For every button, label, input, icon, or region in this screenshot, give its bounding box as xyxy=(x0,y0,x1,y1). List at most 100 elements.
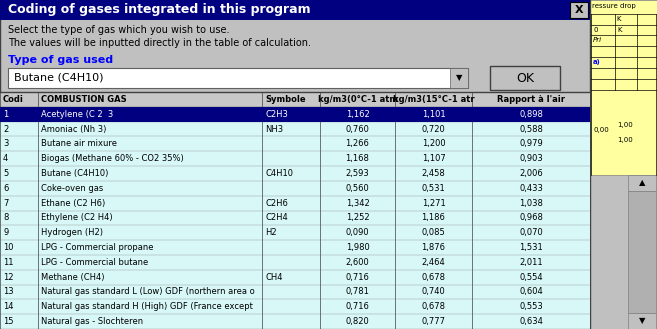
Bar xyxy=(628,175,656,191)
Text: 1: 1 xyxy=(3,110,9,119)
Text: 3: 3 xyxy=(3,139,9,148)
Bar xyxy=(0,0,590,20)
Text: 1,252: 1,252 xyxy=(346,214,369,222)
Text: Butane (C4H10): Butane (C4H10) xyxy=(41,169,108,178)
Text: Ethylene (C2 H4): Ethylene (C2 H4) xyxy=(41,214,112,222)
Text: 1,186: 1,186 xyxy=(422,214,445,222)
Text: C2H4: C2H4 xyxy=(265,214,288,222)
Text: 1,00: 1,00 xyxy=(617,137,633,143)
Text: Natural gas standard H (High) GDF (France except: Natural gas standard H (High) GDF (Franc… xyxy=(41,302,253,311)
Text: 5: 5 xyxy=(3,169,9,178)
Text: COMBUSTION GAS: COMBUSTION GAS xyxy=(41,95,127,104)
Text: Natural gas - Slochteren: Natural gas - Slochteren xyxy=(41,317,143,326)
Text: ▼: ▼ xyxy=(456,73,463,83)
Text: C2H6: C2H6 xyxy=(265,199,288,208)
Text: Pri: Pri xyxy=(593,37,602,43)
Text: Codi: Codi xyxy=(3,95,24,104)
Text: 0,090: 0,090 xyxy=(346,228,369,237)
Text: Methane (CH4): Methane (CH4) xyxy=(41,273,104,282)
Text: 0,716: 0,716 xyxy=(346,302,369,311)
Text: 14: 14 xyxy=(3,302,14,311)
Bar xyxy=(570,2,588,18)
Text: 4: 4 xyxy=(3,154,9,163)
Text: Natural gas standard L (Low) GDF (northern area o: Natural gas standard L (Low) GDF (northe… xyxy=(41,288,255,296)
Text: 1,531: 1,531 xyxy=(519,243,543,252)
Text: Butane air mixure: Butane air mixure xyxy=(41,139,117,148)
Text: Butane (C4H10): Butane (C4H10) xyxy=(14,73,104,83)
Text: 0,433: 0,433 xyxy=(519,184,543,193)
Bar xyxy=(450,68,468,88)
Text: LPG - Commercial butane: LPG - Commercial butane xyxy=(41,258,148,267)
Text: 1,107: 1,107 xyxy=(422,154,445,163)
Text: 2,593: 2,593 xyxy=(346,169,369,178)
Text: 2,464: 2,464 xyxy=(422,258,445,267)
Text: NH3: NH3 xyxy=(265,125,283,134)
Text: 10: 10 xyxy=(3,243,14,252)
Text: a): a) xyxy=(593,59,600,65)
Text: Symbole: Symbole xyxy=(265,95,306,104)
Bar xyxy=(0,92,590,329)
Text: 1,980: 1,980 xyxy=(346,243,369,252)
Bar xyxy=(590,0,657,329)
Text: ressure drop: ressure drop xyxy=(592,3,636,9)
Text: Biogas (Methane 60% - CO2 35%): Biogas (Methane 60% - CO2 35%) xyxy=(41,154,184,163)
Text: 0,979: 0,979 xyxy=(519,139,543,148)
Text: 0,720: 0,720 xyxy=(422,125,445,134)
Text: 0,777: 0,777 xyxy=(422,317,445,326)
Text: CH4: CH4 xyxy=(265,273,283,282)
Text: 0,678: 0,678 xyxy=(422,302,445,311)
Text: 0,781: 0,781 xyxy=(346,288,369,296)
Bar xyxy=(490,66,560,90)
Text: 1,00: 1,00 xyxy=(617,122,633,128)
Text: Coding of gases integrated in this program: Coding of gases integrated in this progr… xyxy=(8,4,311,16)
Text: 0,553: 0,553 xyxy=(519,302,543,311)
Text: Rapport à l'air: Rapport à l'air xyxy=(497,95,565,104)
Text: ▲: ▲ xyxy=(639,179,645,188)
Text: 2,600: 2,600 xyxy=(346,258,369,267)
Text: 2,011: 2,011 xyxy=(519,258,543,267)
Text: Coke-oven gas: Coke-oven gas xyxy=(41,184,103,193)
Text: 2,006: 2,006 xyxy=(519,169,543,178)
Text: K: K xyxy=(617,27,622,33)
Text: 0,716: 0,716 xyxy=(346,273,369,282)
Bar xyxy=(8,68,468,88)
Text: 0,531: 0,531 xyxy=(422,184,445,193)
Text: 8: 8 xyxy=(3,214,9,222)
Text: 0,820: 0,820 xyxy=(346,317,369,326)
Text: 0,634: 0,634 xyxy=(519,317,543,326)
Text: 0,604: 0,604 xyxy=(519,288,543,296)
Text: 1,266: 1,266 xyxy=(346,139,369,148)
Text: The values will be inputted directly in the table of calculation.: The values will be inputted directly in … xyxy=(8,38,311,48)
Text: 2: 2 xyxy=(3,125,9,134)
Text: 1,162: 1,162 xyxy=(346,110,369,119)
Text: 1,101: 1,101 xyxy=(422,110,445,119)
Text: Type of gas used: Type of gas used xyxy=(8,55,113,65)
Text: 0,588: 0,588 xyxy=(519,125,543,134)
Text: 9: 9 xyxy=(3,228,9,237)
Text: 1,271: 1,271 xyxy=(422,199,445,208)
Text: 1,038: 1,038 xyxy=(519,199,543,208)
Text: 0: 0 xyxy=(593,27,597,33)
Text: 0,903: 0,903 xyxy=(519,154,543,163)
Text: 0,968: 0,968 xyxy=(519,214,543,222)
Text: 15: 15 xyxy=(3,317,14,326)
Bar xyxy=(0,92,590,107)
Text: 1,200: 1,200 xyxy=(422,139,445,148)
Text: 11: 11 xyxy=(3,258,14,267)
Text: 1,342: 1,342 xyxy=(346,199,369,208)
Text: 2,458: 2,458 xyxy=(422,169,445,178)
Bar xyxy=(628,313,656,329)
Text: ▼: ▼ xyxy=(639,316,645,325)
Text: Hydrogen (H2): Hydrogen (H2) xyxy=(41,228,103,237)
Text: X: X xyxy=(575,5,583,15)
Text: 13: 13 xyxy=(3,288,14,296)
Text: 0,00: 0,00 xyxy=(593,127,609,133)
Bar xyxy=(628,191,656,313)
Text: Acetylene (C 2  3: Acetylene (C 2 3 xyxy=(41,110,113,119)
Text: 0,070: 0,070 xyxy=(519,228,543,237)
Text: K: K xyxy=(616,16,620,22)
Text: 12: 12 xyxy=(3,273,14,282)
Bar xyxy=(0,107,590,122)
Text: LPG - Commercial propane: LPG - Commercial propane xyxy=(41,243,154,252)
Text: 0,898: 0,898 xyxy=(519,110,543,119)
